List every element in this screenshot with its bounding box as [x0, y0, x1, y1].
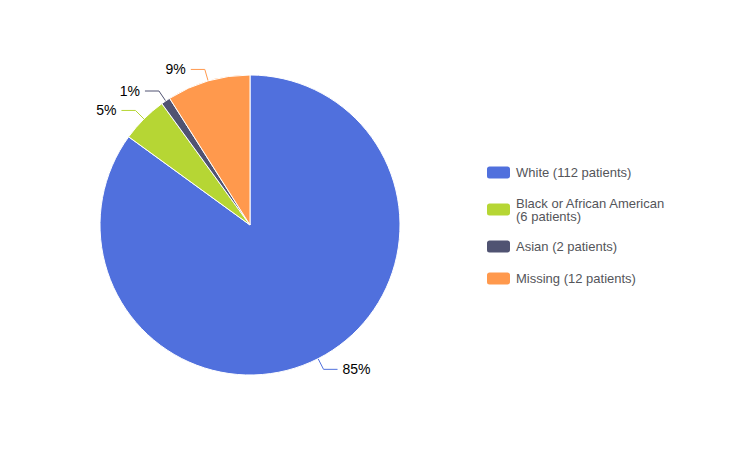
svg-text:9%: 9% [166, 61, 186, 77]
svg-text:1%: 1% [120, 83, 140, 99]
svg-text:5%: 5% [96, 102, 116, 118]
svg-text:White (112 patients): White (112 patients) [516, 165, 631, 180]
svg-text:(6 patients): (6 patients) [516, 209, 581, 224]
svg-text:Asian (2 patients): Asian (2 patients) [516, 239, 617, 254]
svg-text:85%: 85% [343, 361, 371, 377]
svg-text:Black or African American: Black or African American [516, 195, 665, 211]
svg-text:Missing (12 patients): Missing (12 patients) [516, 271, 636, 286]
